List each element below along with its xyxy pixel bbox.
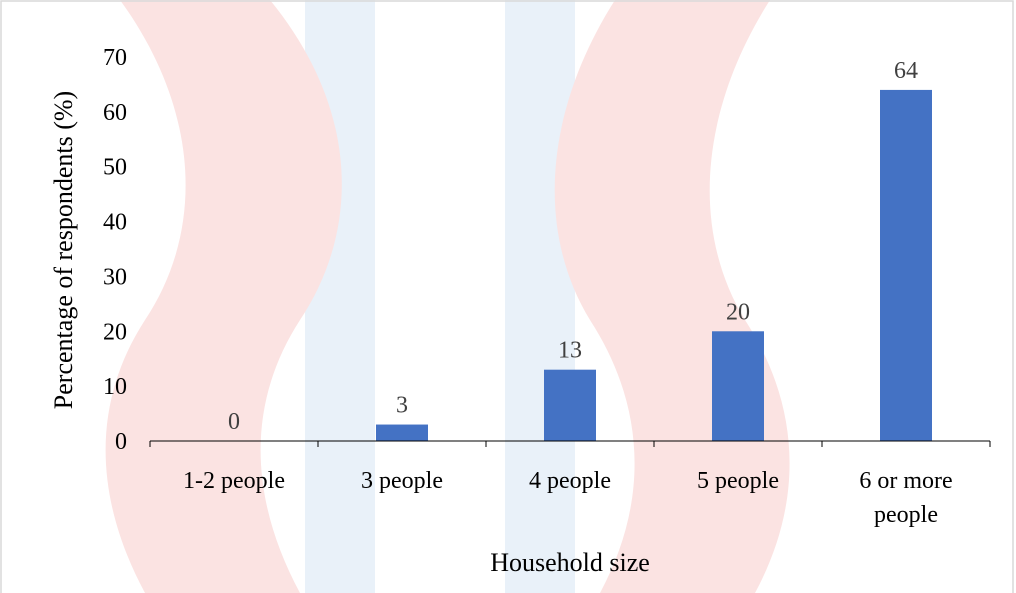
category-label-line: 3 people bbox=[361, 468, 443, 494]
data-label: 13 bbox=[558, 338, 582, 364]
y-tick-label: 50 bbox=[103, 155, 127, 181]
bar bbox=[544, 369, 596, 441]
y-tick-label: 0 bbox=[115, 429, 127, 455]
bar bbox=[712, 331, 764, 441]
y-tick-label: 70 bbox=[103, 45, 127, 71]
bar bbox=[880, 89, 932, 442]
y-tick-label: 20 bbox=[103, 319, 127, 345]
bar bbox=[376, 424, 428, 441]
category-label: 1-2 people bbox=[183, 468, 285, 494]
category-label-line: 4 people bbox=[529, 468, 611, 494]
y-tick-label: 10 bbox=[103, 374, 127, 400]
data-label: 3 bbox=[396, 393, 408, 419]
y-axis-title-group: Percentage of respondents (%) bbox=[49, 91, 78, 409]
data-label: 64 bbox=[894, 58, 918, 84]
category-label: 5 people bbox=[697, 468, 779, 494]
category-label: 3 people bbox=[361, 468, 443, 494]
x-axis-title: Household size bbox=[490, 548, 650, 577]
watermark-curve-left bbox=[105, 0, 342, 593]
category-label-line: people bbox=[874, 502, 938, 528]
y-axis-ticks: 0 10 20 30 40 50 60 70 bbox=[103, 45, 127, 455]
data-label: 0 bbox=[228, 409, 240, 435]
data-label: 20 bbox=[726, 299, 750, 325]
category-label: 4 people bbox=[529, 468, 611, 494]
watermark-curve-right bbox=[554, 0, 790, 593]
data-labels: 0 3 13 20 64 bbox=[228, 58, 918, 435]
category-label: 6 or more people bbox=[859, 468, 952, 528]
x-axis-tick-marks bbox=[149, 441, 991, 447]
y-tick-label: 30 bbox=[103, 264, 127, 290]
y-axis-title: Percentage of respondents (%) bbox=[49, 91, 78, 409]
y-tick-label: 60 bbox=[103, 100, 127, 126]
category-label-line: 1-2 people bbox=[183, 468, 285, 494]
category-label-line: 5 people bbox=[697, 468, 779, 494]
category-labels: 1-2 people 3 people 4 people 5 people 6 or m… bbox=[183, 468, 953, 528]
watermark-stripe-right bbox=[505, 0, 575, 593]
y-tick-label: 40 bbox=[103, 210, 127, 236]
watermark-logo bbox=[105, 0, 790, 593]
category-label-line: 6 or more bbox=[859, 468, 952, 494]
bars bbox=[376, 89, 932, 442]
